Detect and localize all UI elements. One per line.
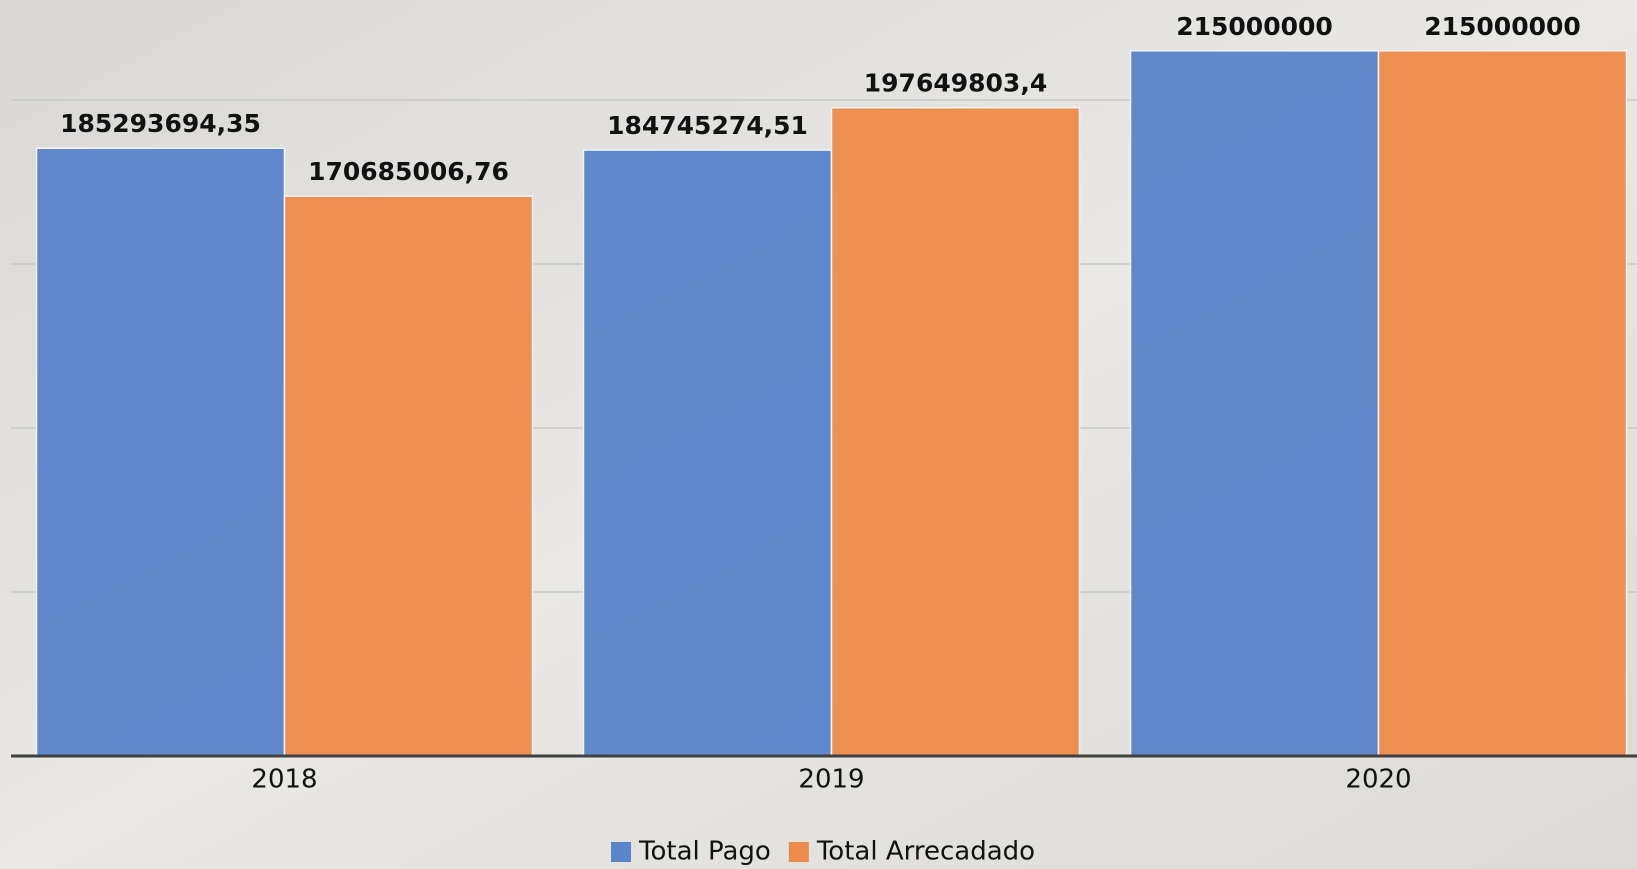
data-label: 185293694,35: [60, 109, 261, 138]
x-tick-label: 2020: [1345, 765, 1411, 795]
bar: [832, 108, 1080, 756]
bar: [1131, 51, 1379, 756]
data-label: 215000000: [1424, 12, 1581, 41]
bar: [37, 148, 285, 756]
x-tick-label: 2018: [251, 765, 317, 795]
x-tick-label: 2019: [798, 765, 864, 795]
data-label: 170685006,76: [308, 157, 509, 186]
legend-swatch: [789, 842, 809, 862]
bar: [1379, 51, 1627, 756]
data-label: 184745274,51: [607, 111, 808, 140]
legend-label: Total Arrecadado: [816, 837, 1035, 867]
legend-label: Total Pago: [638, 837, 771, 867]
bar: [584, 150, 832, 756]
page: 185293694,35 170685006,76 2018 184745274,51…: [0, 0, 1637, 869]
chart: 185293694,35 170685006,76 2018 184745274,51…: [0, 0, 1637, 869]
legend-swatch: [611, 842, 631, 862]
data-label: 215000000: [1176, 12, 1333, 41]
bar: [285, 196, 533, 756]
data-label: 197649803,4: [864, 69, 1047, 98]
